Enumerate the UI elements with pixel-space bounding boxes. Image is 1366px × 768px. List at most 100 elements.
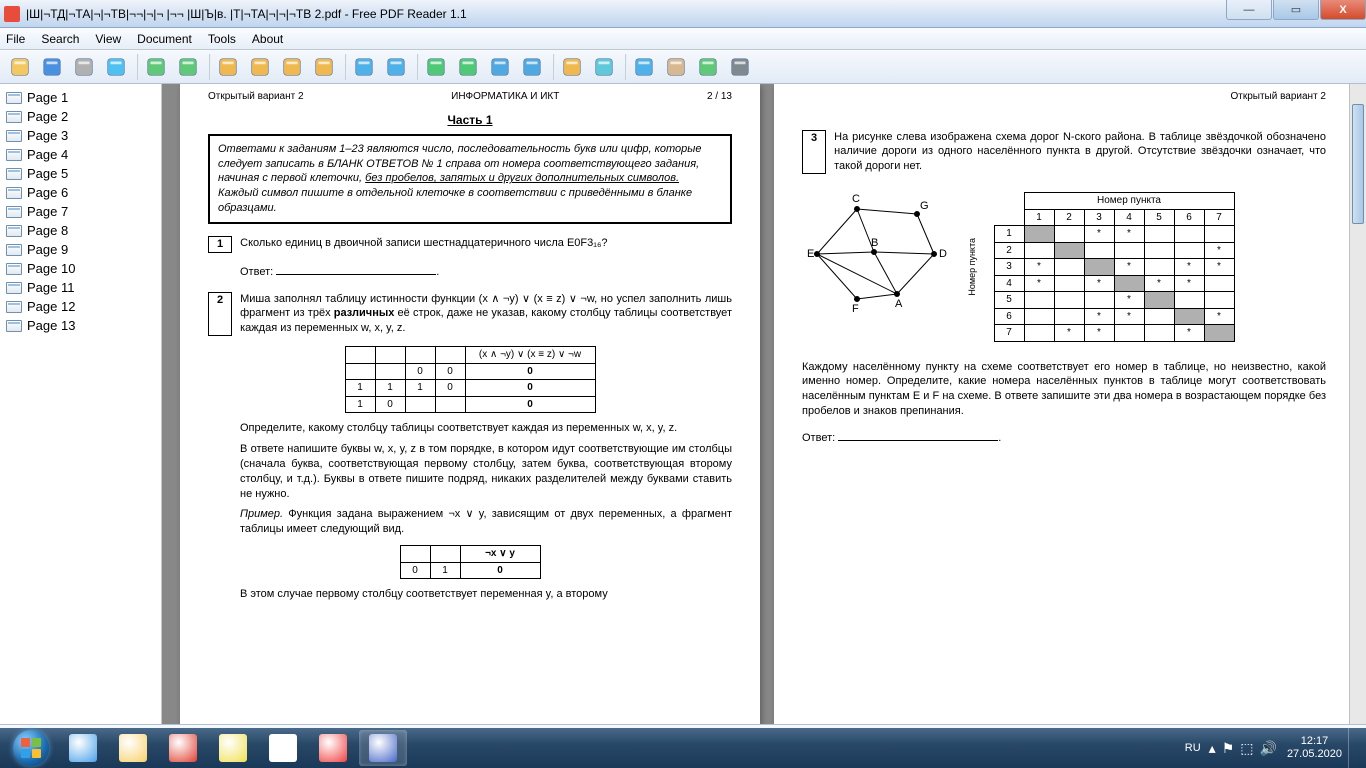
q3-text-b: Каждому населённому пункту на схеме соот…	[802, 360, 1326, 419]
tray-volume-icon[interactable]: 🔊	[1260, 740, 1277, 757]
svg-text:B: B	[871, 237, 878, 249]
svg-text:A: A	[895, 298, 903, 310]
clock-time: 12:17	[1287, 735, 1342, 748]
page-icon	[6, 244, 22, 256]
next-icon[interactable]	[486, 53, 514, 81]
save-icon[interactable]	[38, 53, 66, 81]
taskbar-app-ybrowser[interactable]	[309, 730, 357, 766]
page-thumb-10[interactable]: Page 10	[2, 259, 159, 278]
q3-number: 3	[802, 130, 826, 175]
last-icon[interactable]	[518, 53, 546, 81]
adjacency-table: Номер пунктаНомер пункта12345671**2*3***…	[964, 192, 1235, 342]
show-desktop-button[interactable]	[1348, 728, 1358, 768]
taskbar-app-opera[interactable]	[159, 730, 207, 766]
mail-icon[interactable]	[102, 53, 130, 81]
toolbar	[0, 50, 1366, 84]
chrome-icon	[269, 734, 297, 762]
page-label: Page 6	[27, 185, 68, 200]
redo-icon[interactable]	[174, 53, 202, 81]
document-area[interactable]: Открытый вариант 2 ИНФОРМАТИКА И ИКТ 2 /…	[162, 84, 1366, 724]
tray-flag-icon[interactable]: ⚑	[1222, 740, 1235, 757]
page-thumb-2[interactable]: Page 2	[2, 107, 159, 126]
page-thumb-3[interactable]: Page 3	[2, 126, 159, 145]
prev-icon[interactable]	[454, 53, 482, 81]
window-title: |Ш|¬ТД|¬ТА|¬|¬ТВ|¬¬|¬|¬ |¬¬ |Ш|Ъ|в. |Т|¬…	[26, 7, 1362, 21]
menu-document[interactable]: Document	[137, 32, 192, 46]
hdr-variant-r: Открытый вариант 2	[1230, 90, 1326, 104]
first-icon[interactable]	[422, 53, 450, 81]
rotr-icon[interactable]	[590, 53, 618, 81]
maximize-button[interactable]: ▭	[1273, 0, 1319, 20]
page-icon	[6, 111, 22, 123]
language-indicator[interactable]: RU	[1185, 742, 1201, 754]
page-thumb-8[interactable]: Page 8	[2, 221, 159, 240]
page-right: Открытый вариант 2 3 На рисунке слева из…	[774, 84, 1354, 724]
page-icon	[6, 149, 22, 161]
rotl-icon[interactable]	[558, 53, 586, 81]
zoomin-icon[interactable]	[350, 53, 378, 81]
windows-taskbar: RU ▴ ⚑ ⬚ 🔊 12:17 27.05.2020	[0, 728, 1366, 768]
scroll-thumb[interactable]	[1352, 104, 1364, 224]
page-label: Page 1	[27, 90, 68, 105]
q2-number: 2	[208, 292, 232, 337]
page-icon	[6, 187, 22, 199]
page-label: Page 5	[27, 166, 68, 181]
open-icon[interactable]	[6, 53, 34, 81]
tray-network-icon[interactable]: ⬚	[1240, 740, 1253, 757]
page-icon	[6, 92, 22, 104]
taskbar-app-chrome[interactable]	[259, 730, 307, 766]
menu-file[interactable]: File	[6, 32, 25, 46]
page-thumb-5[interactable]: Page 5	[2, 164, 159, 183]
zoomout-icon[interactable]	[382, 53, 410, 81]
svg-text:F: F	[852, 303, 859, 315]
page-thumb-4[interactable]: Page 4	[2, 145, 159, 164]
page-icon	[6, 225, 22, 237]
close-button[interactable]: X	[1320, 0, 1366, 20]
facing-icon[interactable]	[246, 53, 274, 81]
graph-diagram: ECB FAGD	[802, 184, 952, 324]
clock[interactable]: 12:17 27.05.2020	[1287, 735, 1342, 761]
taskbar-app-pdfreader[interactable]	[359, 730, 407, 766]
opera-icon	[169, 734, 197, 762]
single-icon[interactable]	[214, 53, 242, 81]
answer-line	[276, 263, 436, 275]
answer-label: Ответ:	[240, 266, 273, 278]
cont-icon[interactable]	[278, 53, 306, 81]
menu-about[interactable]: About	[252, 32, 283, 46]
tray-up-icon[interactable]: ▴	[1209, 740, 1216, 757]
svg-text:G: G	[920, 200, 929, 212]
vertical-scrollbar[interactable]	[1349, 84, 1366, 724]
menu-search[interactable]: Search	[41, 32, 79, 46]
minimize-button[interactable]: —	[1226, 0, 1272, 20]
contfacing-icon[interactable]	[310, 53, 338, 81]
page-thumb-13[interactable]: Page 13	[2, 316, 159, 335]
page-label: Page 9	[27, 242, 68, 257]
hand-icon[interactable]	[662, 53, 690, 81]
app-icon	[4, 6, 20, 22]
menu-view[interactable]: View	[95, 32, 121, 46]
page-thumb-7[interactable]: Page 7	[2, 202, 159, 221]
snapshot-icon[interactable]	[726, 53, 754, 81]
undo-icon[interactable]	[142, 53, 170, 81]
page-thumb-11[interactable]: Page 11	[2, 278, 159, 297]
q1-text: Сколько единиц в двоичной записи шестнад…	[240, 236, 732, 253]
page-thumb-12[interactable]: Page 12	[2, 297, 159, 316]
menu-tools[interactable]: Tools	[208, 32, 236, 46]
taskbar-app-ie[interactable]	[59, 730, 107, 766]
page-thumb-6[interactable]: Page 6	[2, 183, 159, 202]
page-thumb-9[interactable]: Page 9	[2, 240, 159, 259]
taskbar-app-yandex[interactable]	[209, 730, 257, 766]
taskbar-app-explorer[interactable]	[109, 730, 157, 766]
select-icon[interactable]	[630, 53, 658, 81]
page-label: Page 4	[27, 147, 68, 162]
text-icon[interactable]	[694, 53, 722, 81]
page-list-sidebar[interactable]: Page 1 Page 2Page 3 Page 4 Page 5 Page 6 Page…	[0, 84, 162, 724]
explorer-icon	[119, 734, 147, 762]
start-button[interactable]	[4, 728, 58, 768]
page-icon	[6, 168, 22, 180]
page-thumb-1[interactable]: Page 1	[2, 88, 159, 107]
q2-text-a: Миша заполнял таблицу истинности функции…	[240, 292, 732, 337]
svg-text:E: E	[807, 248, 814, 260]
page-icon	[6, 320, 22, 332]
print-icon[interactable]	[70, 53, 98, 81]
